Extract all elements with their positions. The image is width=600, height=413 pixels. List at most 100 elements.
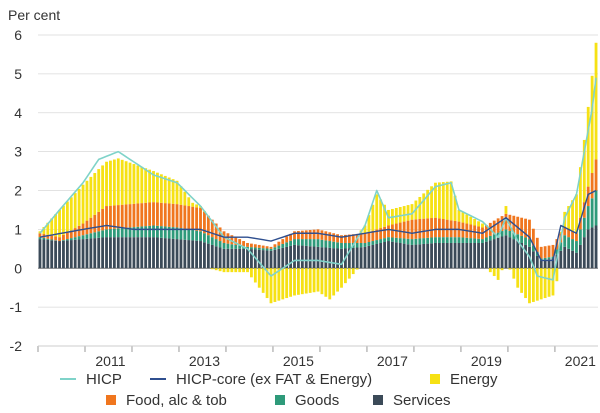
bar-services xyxy=(410,244,414,269)
bar-energy xyxy=(512,268,516,279)
legend: HICP HICP-core (ex FAT & Energy) Energy Foo… xyxy=(60,371,498,409)
bar-goods xyxy=(547,257,551,260)
bar-energy xyxy=(163,175,167,204)
bar-food-alc-tob xyxy=(410,219,414,240)
bar-food-alc-tob xyxy=(285,236,289,243)
bar-goods xyxy=(281,243,285,248)
bar-services xyxy=(453,242,457,269)
bar-energy xyxy=(257,268,261,288)
bar-services xyxy=(101,237,105,269)
bar-goods xyxy=(230,244,234,249)
bar-food-alc-tob xyxy=(238,239,242,246)
bar-services xyxy=(524,244,527,269)
bar-services xyxy=(54,240,58,269)
bar-goods xyxy=(559,242,563,251)
bar-services xyxy=(477,242,480,269)
bar-energy xyxy=(230,268,234,273)
bar-energy xyxy=(441,182,445,220)
bar-food-alc-tob xyxy=(159,202,163,227)
bar-goods xyxy=(93,232,97,239)
bar-food-alc-tob xyxy=(496,218,500,233)
bar-goods xyxy=(81,235,85,240)
bar-energy xyxy=(430,186,433,219)
bar-energy xyxy=(308,268,312,293)
bar-food-alc-tob xyxy=(148,202,152,226)
y-tick-label: 4 xyxy=(14,105,22,121)
bar-services xyxy=(340,248,343,269)
bar-services xyxy=(316,246,320,269)
bar-services xyxy=(551,258,555,269)
bar-energy xyxy=(406,205,410,221)
bar-energy xyxy=(547,268,551,297)
bar-goods xyxy=(387,237,390,242)
bar-food-alc-tob xyxy=(293,231,296,240)
bar-energy xyxy=(328,268,332,300)
bar-energy xyxy=(355,268,359,270)
bar-food-alc-tob xyxy=(116,205,120,229)
bar-goods xyxy=(109,229,112,238)
bar-energy xyxy=(42,227,46,235)
bar-goods xyxy=(571,239,574,251)
bar-goods xyxy=(120,228,124,238)
bar-services xyxy=(473,242,477,269)
bar-services xyxy=(277,248,281,269)
bar-services xyxy=(210,244,214,269)
bar-goods xyxy=(524,237,527,245)
bar-food-alc-tob xyxy=(516,216,520,235)
bar-services xyxy=(465,242,469,269)
bar-goods xyxy=(520,235,524,243)
bar-food-alc-tob xyxy=(62,234,65,241)
bar-services xyxy=(539,260,543,269)
bar-food-alc-tob xyxy=(58,237,61,242)
bar-energy xyxy=(347,268,351,279)
bar-services xyxy=(504,235,508,269)
bar-services xyxy=(430,243,433,269)
bar-energy xyxy=(175,180,179,205)
bar-goods xyxy=(347,242,351,249)
bar-energy xyxy=(73,193,77,229)
bar-energy xyxy=(171,179,175,204)
bar-food-alc-tob xyxy=(508,214,512,231)
bar-goods xyxy=(500,230,504,237)
bar-goods xyxy=(238,245,242,249)
bar-services xyxy=(261,250,265,269)
y-axis-label: Per cent xyxy=(8,7,60,23)
bar-energy xyxy=(531,268,535,302)
bar-services xyxy=(289,245,292,269)
bar-food-alc-tob xyxy=(594,159,598,191)
bar-food-alc-tob xyxy=(218,227,222,242)
bar-energy xyxy=(492,268,496,277)
bar-services xyxy=(250,249,253,269)
bar-goods xyxy=(582,217,586,238)
bar-services xyxy=(144,237,148,269)
bar-services xyxy=(124,237,128,269)
bar-goods xyxy=(344,242,347,249)
bar-food-alc-tob xyxy=(101,208,105,231)
bar-goods xyxy=(355,242,359,248)
bar-energy xyxy=(418,196,422,220)
bar-services xyxy=(469,242,473,269)
bar-goods xyxy=(277,245,281,249)
bar-services xyxy=(97,237,101,269)
bar-services xyxy=(414,244,418,269)
bar-food-alc-tob xyxy=(563,227,567,236)
lines xyxy=(39,77,597,281)
bar-services xyxy=(58,241,61,269)
bar-services xyxy=(85,238,89,269)
bar-goods xyxy=(297,239,300,246)
bar-goods xyxy=(50,239,54,241)
bar-food-alc-tob xyxy=(171,203,175,228)
bar-energy xyxy=(344,268,347,284)
bar-goods xyxy=(367,242,371,246)
bar-food-alc-tob xyxy=(430,218,433,238)
bar-energy xyxy=(567,206,571,230)
bar-food-alc-tob xyxy=(551,244,555,257)
bar-energy xyxy=(422,193,426,219)
bar-food-alc-tob xyxy=(65,232,69,240)
bar-food-alc-tob xyxy=(144,202,148,227)
bar-energy xyxy=(520,268,524,293)
bar-food-alc-tob xyxy=(402,221,406,239)
bar-food-alc-tob xyxy=(500,216,504,231)
bar-energy xyxy=(504,206,508,214)
